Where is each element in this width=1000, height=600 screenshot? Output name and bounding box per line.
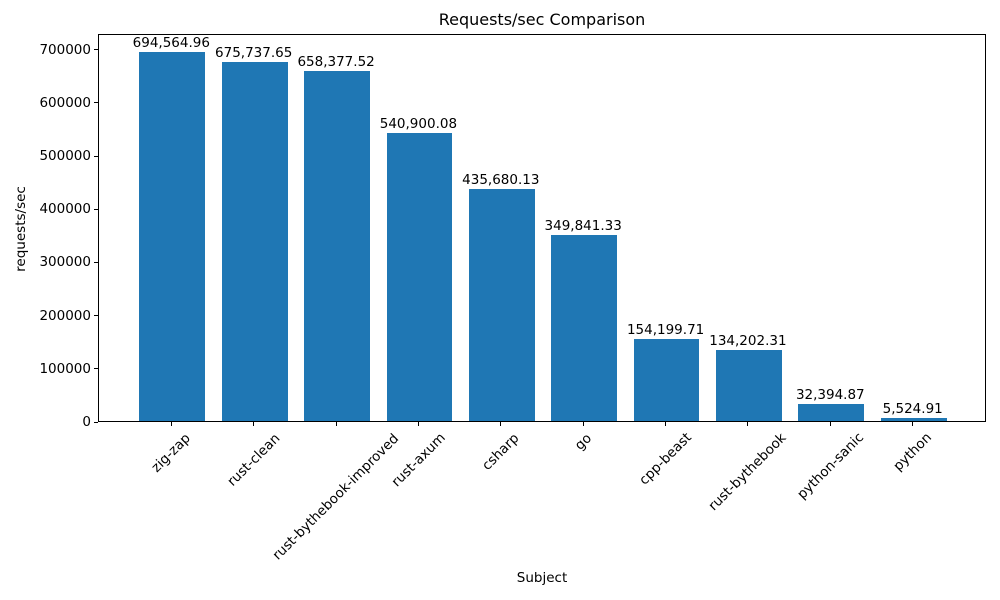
y-tick bbox=[94, 208, 98, 210]
x-tick bbox=[417, 422, 419, 426]
x-tick-label: zig-zap bbox=[148, 429, 195, 476]
y-tick-label: 0 bbox=[82, 414, 91, 430]
y-tick bbox=[94, 315, 98, 317]
x-tick-label: python-sanic bbox=[793, 429, 867, 503]
x-tick bbox=[335, 422, 337, 426]
y-tick-label: 600000 bbox=[39, 94, 91, 111]
bar-python-sanic bbox=[798, 403, 865, 421]
x-tick bbox=[500, 422, 502, 426]
y-tick-label: 700000 bbox=[39, 41, 91, 58]
x-tick-label: cpp-beast bbox=[636, 429, 695, 489]
bar-rust-clean bbox=[221, 61, 288, 421]
bar-rust-bythebook-improved bbox=[304, 70, 370, 421]
x-tick bbox=[747, 422, 749, 426]
bar-cpp-beast bbox=[633, 339, 700, 421]
x-axis-label: Subject bbox=[516, 570, 568, 586]
y-tick-label: 100000 bbox=[39, 360, 91, 377]
x-tick bbox=[665, 422, 667, 426]
bar-value-label: 134,202.31 bbox=[709, 332, 787, 349]
x-tick-label: go bbox=[571, 430, 595, 454]
bar-python bbox=[880, 418, 947, 421]
x-tick-label: rust-bythebook bbox=[705, 430, 790, 515]
bar-value-label: 694,564.96 bbox=[132, 34, 210, 51]
x-tick-label: python bbox=[890, 429, 936, 475]
y-tick-label: 300000 bbox=[39, 254, 91, 271]
x-tick bbox=[253, 422, 255, 426]
bar-zig-zap bbox=[139, 51, 206, 421]
y-tick-label: 400000 bbox=[39, 201, 91, 218]
y-tick bbox=[94, 261, 98, 263]
bar-value-label: 349,841.33 bbox=[544, 217, 622, 234]
y-axis-label: requests/sec bbox=[13, 186, 29, 272]
bar-value-label: 154,199.71 bbox=[626, 322, 705, 338]
y-tick bbox=[94, 368, 98, 370]
bar-value-label: 435,680.13 bbox=[462, 172, 540, 189]
x-tick-label: rust-clean bbox=[223, 430, 284, 490]
y-tick bbox=[94, 49, 98, 51]
y-tick bbox=[94, 102, 98, 104]
plot-area bbox=[98, 34, 986, 422]
bar-value-label: 540,900.08 bbox=[379, 116, 458, 133]
chart-title: Requests/sec Comparison bbox=[438, 10, 646, 29]
x-tick bbox=[582, 422, 584, 426]
y-tick-label: 200000 bbox=[39, 307, 91, 324]
bar-rust-bythebook bbox=[716, 349, 782, 421]
y-tick-label: 500000 bbox=[39, 148, 91, 164]
x-tick bbox=[912, 422, 914, 426]
x-tick bbox=[170, 422, 172, 426]
bar-value-label: 658,377.52 bbox=[297, 53, 375, 70]
x-tick-label: csharp bbox=[479, 429, 523, 474]
y-tick bbox=[94, 155, 98, 157]
bar-value-label: 32,394.87 bbox=[795, 386, 865, 403]
bar-value-label: 5,524.91 bbox=[882, 401, 943, 418]
bar-value-label: 675,737.65 bbox=[215, 44, 293, 61]
x-tick bbox=[829, 422, 831, 426]
bar-rust-axum bbox=[386, 133, 453, 421]
y-tick bbox=[94, 421, 98, 423]
bar-go bbox=[551, 234, 618, 421]
bar-csharp bbox=[468, 189, 535, 421]
x-tick-label: rust-bythebook-improved bbox=[269, 430, 403, 563]
